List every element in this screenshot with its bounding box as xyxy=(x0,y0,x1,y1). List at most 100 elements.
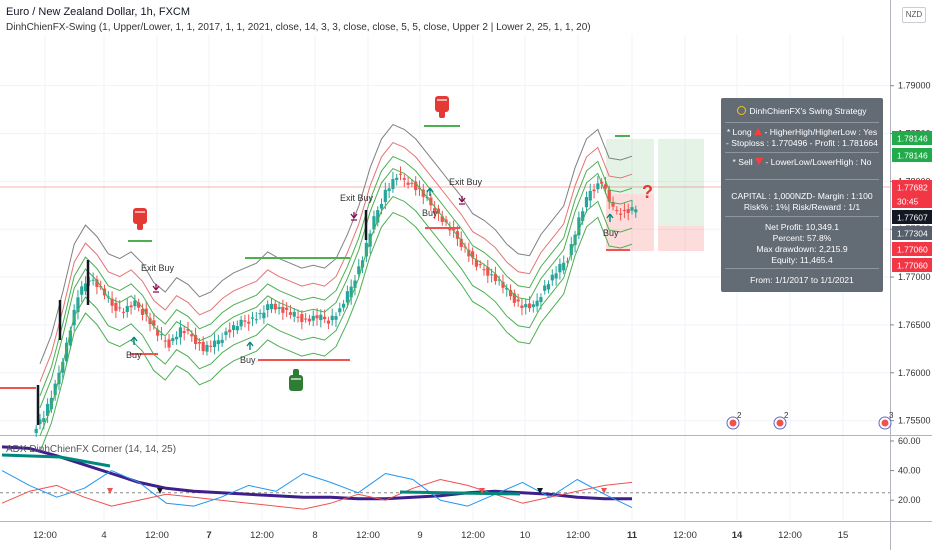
candle-body xyxy=(402,178,406,180)
lower-band xyxy=(39,195,633,436)
candle-body xyxy=(186,329,190,331)
candle-body xyxy=(603,184,608,189)
candle-body xyxy=(114,302,118,311)
price-axis-label-bg xyxy=(892,148,932,162)
panel-title: DinhChienFX's Swing Strategy xyxy=(749,106,867,116)
candle-body xyxy=(307,318,312,322)
adx-tick-label: 40.00 xyxy=(898,466,921,476)
candle-body xyxy=(569,244,573,256)
price-tick-label: 1.79000 xyxy=(898,81,931,91)
candle-body xyxy=(391,179,395,190)
thumb-finger xyxy=(293,369,299,377)
thumb-line xyxy=(437,99,447,101)
candle-body xyxy=(216,340,220,345)
candle-body xyxy=(281,306,285,313)
candle-body xyxy=(68,330,72,346)
time-tick-label: 14 xyxy=(732,530,743,541)
candle-body xyxy=(129,305,133,308)
candle-body xyxy=(197,341,201,344)
candle-body xyxy=(304,318,308,320)
buy-arrow-icon xyxy=(606,213,614,222)
adx-tick-label: 60.00 xyxy=(898,436,921,446)
candle-body xyxy=(376,210,380,223)
indicator-settings[interactable]: DinhChienFX-Swing (1, Upper/Lower, 1, 1,… xyxy=(6,22,591,33)
candle-body xyxy=(118,307,122,309)
adx-label[interactable]: ADX DinhChienFX Corner (14, 14, 25) xyxy=(6,444,177,455)
candle-body xyxy=(330,315,334,321)
time-tick-label: 12:00 xyxy=(461,530,485,541)
triangle-up-icon xyxy=(754,128,763,135)
time-tick-label: 10 xyxy=(520,530,531,541)
thumbs-up-icon xyxy=(289,369,303,391)
candle-body xyxy=(626,209,630,214)
candle-body xyxy=(489,274,494,276)
exit-buy-signal-label: Exit Buy xyxy=(449,177,483,187)
candle-body xyxy=(45,403,50,416)
candle-body xyxy=(220,339,224,344)
time-tick-label: 12:00 xyxy=(250,530,274,541)
exit-buy-signal-label: Exit Buy xyxy=(340,193,374,203)
adx-series-minusdi xyxy=(1,479,633,510)
buy-signal-label: Buy xyxy=(240,355,256,365)
currency-badge[interactable]: NZD xyxy=(902,7,926,23)
max-drawdown: Max drawdown: 2,215.9 xyxy=(756,244,848,254)
candle-body xyxy=(231,325,236,331)
candle-body xyxy=(584,197,589,208)
candle-body xyxy=(273,303,277,310)
candle-body xyxy=(53,383,57,396)
candle-body xyxy=(247,321,251,324)
time-tick-label: 12:00 xyxy=(356,530,380,541)
event-count: 3 xyxy=(889,411,894,420)
candle-body xyxy=(156,329,160,336)
buy-signal-label: Buy xyxy=(422,208,438,218)
candle-body xyxy=(440,216,444,222)
thumb-line xyxy=(135,211,145,213)
candle-body xyxy=(87,280,91,282)
candle-body xyxy=(266,304,270,311)
candle-body xyxy=(80,286,84,295)
exit-arrow-icon xyxy=(350,212,358,221)
candle-body xyxy=(611,201,615,207)
candle-body xyxy=(258,313,262,315)
lower-band-outer xyxy=(39,211,633,452)
candle-body xyxy=(535,300,539,307)
candle-body xyxy=(140,309,145,315)
candle-body xyxy=(292,311,296,317)
candle-body xyxy=(527,303,532,309)
candle-body xyxy=(152,320,156,326)
candle-body xyxy=(543,285,547,291)
upper-band-inner xyxy=(39,141,633,382)
candle-body xyxy=(42,418,46,423)
price-axis-label: 1.77607 xyxy=(897,213,928,223)
candle-body xyxy=(334,316,338,320)
candle-body xyxy=(562,262,566,271)
exit-arrow-icon xyxy=(152,284,160,293)
sell-prefix: * Sell xyxy=(732,157,753,167)
candle-body xyxy=(34,428,38,434)
candle-body xyxy=(300,314,304,322)
thumb-line xyxy=(291,378,301,380)
price-tick-label: 1.76000 xyxy=(898,368,931,378)
candle-body xyxy=(243,320,247,322)
long-prefix: * Long xyxy=(726,127,752,137)
candle-body xyxy=(482,269,486,271)
candle-body xyxy=(61,361,65,373)
event-count: 2 xyxy=(784,411,789,420)
panel-divider xyxy=(725,216,879,217)
thumbs-down-icon xyxy=(435,96,449,118)
time-tick-label: 12:00 xyxy=(33,530,57,541)
candle-body xyxy=(398,173,403,175)
long-row: * Long - HigherHigh/HigherLow : Yes xyxy=(721,127,883,137)
candle-body xyxy=(49,397,53,410)
candle-body xyxy=(410,182,414,184)
adx-signal-marker xyxy=(107,488,113,494)
price-axis-label-bg xyxy=(892,226,932,240)
candle-body xyxy=(565,261,570,263)
candle-body xyxy=(588,190,592,201)
time-tick-label: 11 xyxy=(627,530,638,541)
candle-body xyxy=(520,305,524,309)
candle-body xyxy=(341,303,346,308)
buy-signal-label: Buy xyxy=(126,350,142,360)
